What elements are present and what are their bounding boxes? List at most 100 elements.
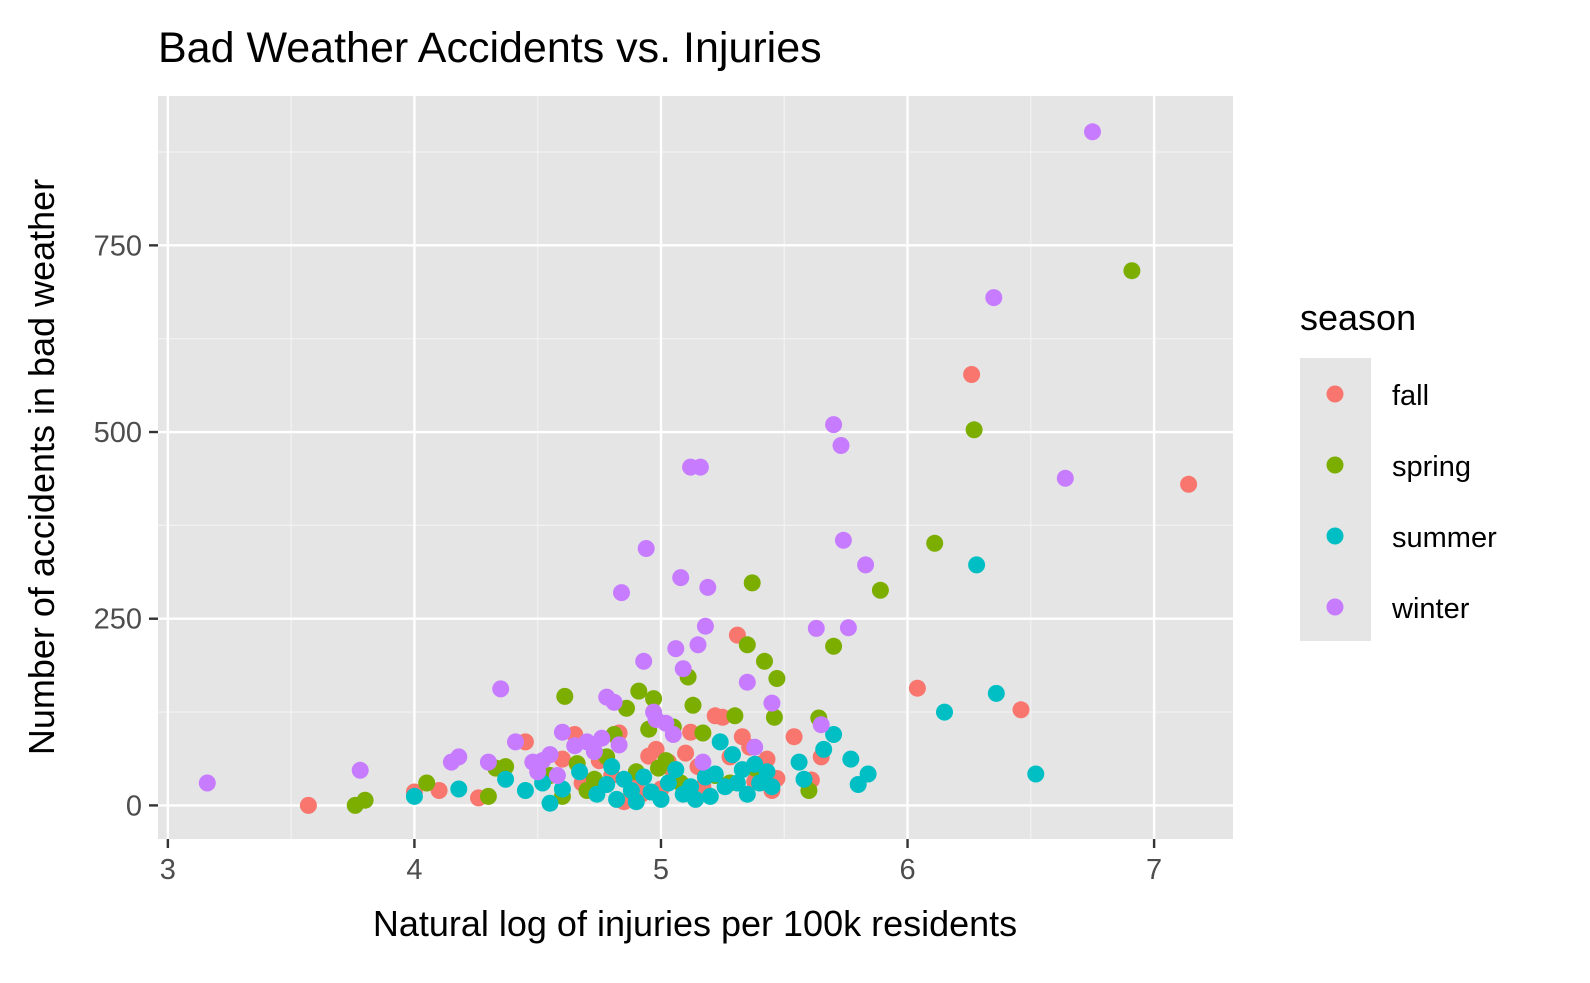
data-point-fall	[963, 366, 981, 383]
data-point-spring	[556, 687, 574, 705]
data-point-summer	[711, 733, 729, 751]
data-point-fall	[430, 782, 448, 799]
x-tick-label: 3	[160, 854, 176, 886]
data-point-summer	[738, 785, 756, 803]
data-point-winter	[450, 748, 468, 766]
y-tick-label: 250	[94, 604, 142, 636]
data-point-spring	[645, 690, 663, 708]
data-point-summer	[987, 684, 1005, 702]
data-point-spring	[965, 421, 983, 439]
data-point-summer	[724, 746, 741, 764]
data-point-winter	[839, 619, 857, 637]
data-point-summer	[608, 790, 626, 808]
data-point-winter	[832, 437, 850, 454]
data-point-winter	[812, 716, 830, 734]
data-point-winter	[807, 619, 825, 637]
x-tick-label: 5	[653, 854, 669, 886]
data-point-winter	[857, 556, 875, 574]
data-point-winter	[637, 540, 655, 557]
data-point-winter	[834, 531, 852, 549]
data-point-winter	[1084, 123, 1101, 141]
legend-label-spring: spring	[1392, 451, 1471, 483]
x-axis: 3 4 5 6 7	[160, 839, 1162, 886]
data-point-fall	[714, 708, 732, 726]
data-point-winter	[763, 694, 781, 712]
data-point-summer	[701, 787, 719, 805]
data-point-summer	[790, 753, 808, 771]
series-summer	[405, 556, 1045, 812]
data-point-winter	[825, 416, 843, 434]
minor-gridlines	[158, 96, 1233, 839]
data-point-summer	[571, 763, 589, 781]
legend-key-background	[1300, 358, 1371, 641]
data-point-winter	[696, 617, 714, 635]
data-point-summer	[652, 790, 670, 808]
data-point-spring	[825, 637, 843, 655]
data-point-winter	[610, 736, 628, 754]
y-tick-label: 0	[126, 790, 142, 822]
data-point-summer	[659, 774, 677, 792]
data-point-summer	[815, 740, 833, 758]
x-tick-label: 6	[899, 854, 915, 886]
data-point-winter	[674, 660, 692, 678]
data-point-spring	[356, 791, 374, 809]
data-point-fall	[299, 796, 317, 814]
x-axis-title: Natural log of injuries per 100k residen…	[373, 903, 1017, 944]
data-point-spring	[926, 534, 944, 552]
data-point-spring	[1123, 262, 1141, 280]
data-point-spring	[479, 787, 497, 805]
data-point-summer	[825, 726, 843, 743]
data-point-spring	[765, 708, 783, 726]
data-point-winter	[738, 673, 756, 691]
x-tick-label: 4	[406, 854, 422, 886]
legend-label-winter: winter	[1391, 593, 1470, 625]
data-point-spring	[768, 670, 786, 687]
data-point-fall	[682, 723, 700, 741]
x-tick-label: 7	[1146, 854, 1162, 886]
legend-label-fall: fall	[1392, 380, 1429, 412]
data-point-summer	[936, 703, 953, 721]
data-point-fall	[677, 744, 695, 762]
data-point-spring	[743, 574, 761, 592]
data-point-winter	[548, 767, 566, 784]
data-point-winter	[691, 458, 709, 476]
y-axis: 0 250 500 750	[94, 230, 158, 822]
data-point-summer	[598, 776, 616, 793]
data-point-winter	[699, 578, 717, 596]
data-point-winter	[1056, 469, 1074, 487]
data-point-summer	[450, 780, 468, 798]
legend-key-winter	[1326, 598, 1344, 616]
data-points	[198, 123, 1198, 814]
data-point-winter	[985, 289, 1003, 307]
data-point-fall	[908, 679, 926, 697]
data-point-winter	[667, 640, 685, 658]
data-point-summer	[795, 770, 813, 788]
legend-key-spring	[1326, 456, 1344, 474]
y-tick-label: 500	[94, 417, 142, 449]
data-point-winter	[198, 774, 216, 792]
legend-label-summer: summer	[1392, 522, 1497, 554]
data-point-spring	[684, 696, 702, 714]
data-point-summer	[968, 556, 986, 574]
legend-title: season	[1300, 297, 1416, 338]
data-point-fall	[1180, 475, 1198, 493]
data-point-winter	[593, 729, 611, 747]
data-point-summer	[687, 790, 704, 808]
data-point-spring	[694, 724, 712, 742]
data-point-winter	[541, 746, 559, 764]
chart-title: Bad Weather Accidents vs. Injuries	[158, 24, 822, 72]
data-point-spring	[756, 652, 773, 670]
data-point-summer	[405, 787, 423, 805]
data-point-summer	[603, 758, 621, 776]
data-point-fall	[785, 728, 803, 746]
data-point-summer	[859, 765, 877, 783]
data-point-winter	[635, 652, 653, 670]
y-axis-title: Number of accidents in bad weather	[21, 179, 62, 755]
data-point-summer	[667, 761, 685, 779]
data-point-summer	[553, 780, 571, 798]
data-point-summer	[541, 794, 559, 812]
data-point-winter	[664, 726, 682, 743]
data-point-winter	[689, 636, 707, 654]
